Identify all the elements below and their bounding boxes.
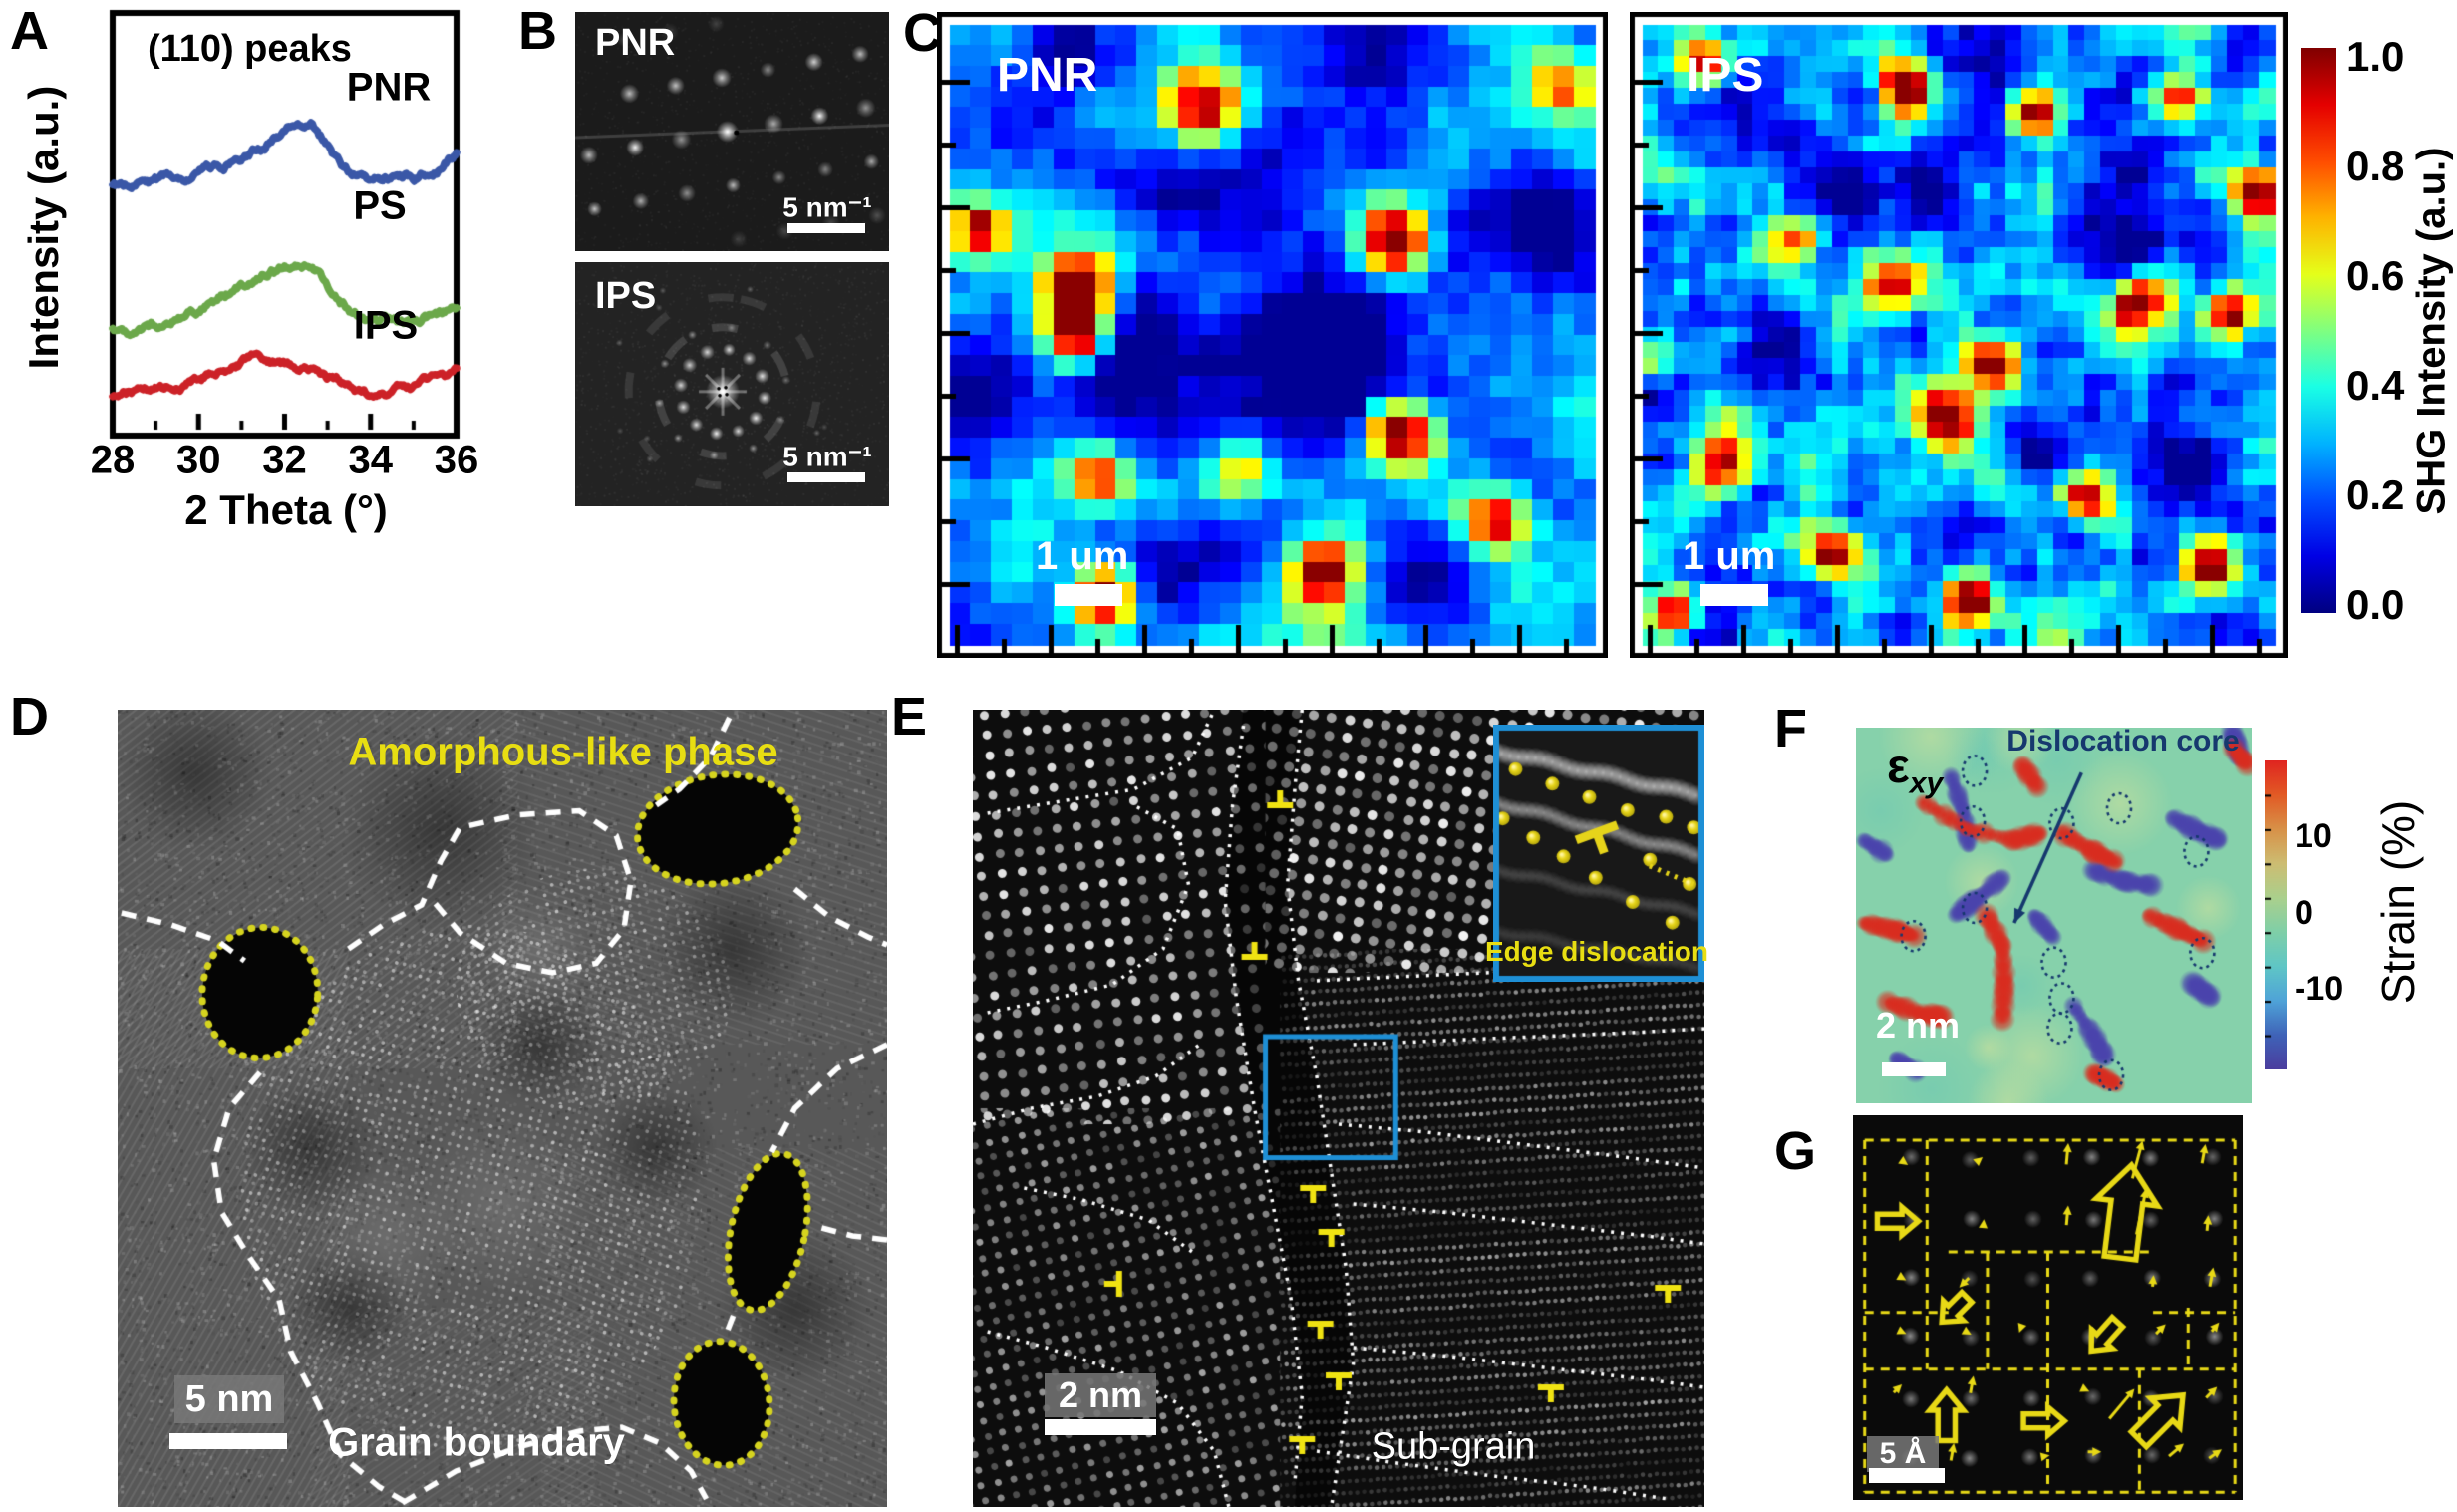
strain-scalebar	[1882, 1062, 1946, 1076]
tem-scalebar	[169, 1433, 287, 1449]
epsilon-symbol: ε	[1887, 741, 1910, 793]
fft-ips-scale-text: 5 nm⁻¹	[782, 441, 872, 472]
shg-colorbar	[2301, 48, 2336, 613]
shg-map-ips-canvas	[1630, 12, 2288, 658]
polarization-scale-text: 5 Å	[1879, 1437, 1927, 1470]
fft-ips-label: IPS	[595, 275, 657, 317]
shg-pnr-label: PNR	[997, 49, 1098, 102]
xrd-xtick-28: 28	[90, 438, 136, 482]
fft-pnr-image	[575, 12, 889, 251]
polarization-scalebox: 5 Å	[1867, 1436, 1939, 1472]
curve-label-ps: PS	[353, 183, 407, 228]
xrd-xtick-32: 32	[262, 438, 307, 482]
strain-map-canvas	[1856, 728, 2252, 1103]
edge-dislocation-label: Edge dislocation	[1484, 936, 1709, 967]
shg-pnr-scalebar	[1055, 584, 1122, 606]
subgrain-label: Sub-grain	[1371, 1425, 1536, 1468]
amorphous-phase-label: Amorphous-like phase	[348, 730, 778, 774]
xrd-xtick-34: 34	[348, 438, 394, 482]
panel-letter-c: C	[903, 3, 942, 63]
grain-boundary-label: Grain boundary	[328, 1420, 625, 1465]
fft-ips-image	[575, 262, 889, 506]
shg-colorbar-label: SHG Intensity (a.u.)	[2409, 147, 2454, 515]
strain-cbar-tick-0: 0	[2295, 894, 2313, 932]
xrd-plot-canvas	[0, 0, 518, 558]
hrtem-scalebar	[1045, 1419, 1156, 1435]
tem-grain-image	[118, 710, 887, 1507]
fft-pnr-scalebar	[787, 223, 865, 233]
curve-label-ips: IPS	[353, 303, 419, 348]
shg-ips-scale-text: 1 um	[1683, 534, 1776, 578]
panel-letter-b: B	[518, 1, 557, 61]
fft-pnr-scale-text: 5 nm⁻¹	[782, 191, 872, 223]
dislocation-core-label: Dislocation core	[2006, 725, 2240, 757]
xrd-title: (110) peaks	[148, 28, 352, 70]
shg-cbar-tick-0.0: 0.0	[2346, 581, 2405, 628]
strain-scale-text: 2 nm	[1876, 1005, 1961, 1046]
strain-component-label: εxy	[1887, 740, 1943, 801]
xrd-xlabel: 2 Theta (°)	[184, 486, 388, 533]
shg-cbar-tick-0.2: 0.2	[2346, 471, 2405, 518]
shg-cbar-tick-1.0: 1.0	[2346, 33, 2405, 80]
shg-cbar-tick-0.8: 0.8	[2346, 143, 2405, 189]
fft-pnr-label: PNR	[595, 22, 676, 64]
tem-scalebox: 5 nm	[174, 1375, 284, 1423]
xrd-xtick-30: 30	[176, 438, 221, 482]
shg-ips-label: IPS	[1687, 49, 1764, 102]
panel-letter-e: E	[891, 687, 928, 747]
xrd-ylabel: Intensity (a.u.)	[20, 85, 67, 370]
fft-ips-scalebar	[787, 472, 865, 482]
shg-pnr-scale-text: 1 um	[1036, 534, 1129, 578]
tem-scale-text: 5 nm	[184, 1377, 274, 1420]
xrd-xtick-36: 36	[434, 438, 479, 482]
strain-colorbar	[2265, 760, 2287, 1069]
strain-cbar-tick-10: 10	[2295, 817, 2332, 855]
shg-ips-scalebar	[1700, 584, 1768, 606]
shg-cbar-tick-0.6: 0.6	[2346, 252, 2405, 299]
polarization-scalebar	[1869, 1468, 1945, 1483]
panel-letter-g: G	[1774, 1121, 1817, 1181]
panel-letter-a: A	[10, 1, 49, 61]
strain-cbar-tick--10: -10	[2295, 970, 2344, 1008]
polarization-map-canvas	[1853, 1115, 2243, 1500]
shg-cbar-tick-0.4: 0.4	[2346, 362, 2405, 409]
shg-map-pnr-canvas	[937, 12, 1608, 658]
hrtem-scalebox: 2 nm	[1045, 1373, 1156, 1417]
strain-colorbar-label: Strain (%)	[2372, 799, 2424, 1005]
panel-letter-d: D	[10, 687, 49, 747]
curve-label-pnr: PNR	[346, 65, 432, 110]
hrtem-scale-text: 2 nm	[1058, 1374, 1143, 1415]
epsilon-subscript: xy	[1909, 766, 1944, 800]
panel-letter-f: F	[1774, 699, 1807, 758]
edge-dislocation-inset	[1493, 725, 1704, 982]
